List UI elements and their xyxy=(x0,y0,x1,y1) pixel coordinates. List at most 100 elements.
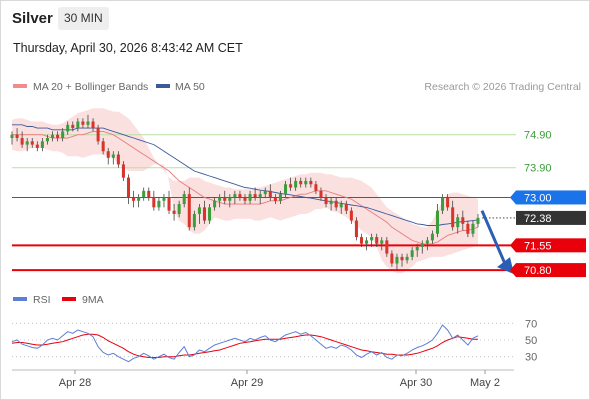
candle-body xyxy=(441,197,445,211)
candle-body xyxy=(446,197,450,208)
candle-body xyxy=(263,190,267,195)
candle-body xyxy=(400,256,404,261)
candle-body xyxy=(66,124,70,132)
candle-body xyxy=(30,141,34,145)
timeframe-button[interactable]: 30 MIN xyxy=(58,7,109,30)
candle-body xyxy=(197,207,201,214)
candle-body xyxy=(395,256,399,264)
level-label-pointer-73.00 xyxy=(510,190,516,205)
candle-body xyxy=(228,197,232,201)
candle-body xyxy=(182,194,186,205)
candle-body xyxy=(289,184,293,188)
forecast-arrow-head xyxy=(497,257,514,275)
candle-body xyxy=(101,141,105,152)
level-label-71.55: 71.55 xyxy=(524,240,552,252)
candle-body xyxy=(56,134,60,139)
ma50-legend-swatch xyxy=(156,84,170,88)
level-label-pointer-71.55 xyxy=(510,238,516,253)
candle-body xyxy=(451,207,455,228)
candle-body xyxy=(243,197,247,201)
candle-body xyxy=(466,223,470,234)
candle-body xyxy=(40,141,44,148)
rsi-tick-30: 30 xyxy=(525,352,537,364)
candle-body xyxy=(349,210,353,221)
candle-body xyxy=(253,194,257,198)
source-credit: Research © 2026 Trading Central xyxy=(424,81,581,93)
candle-body xyxy=(71,124,75,129)
candle-body xyxy=(187,194,191,228)
candle-body xyxy=(344,204,348,211)
x-tick-label: Apr 30 xyxy=(400,377,432,389)
candle-body xyxy=(233,194,237,198)
timestamp-subtitle: Thursday, April 30, 2026 8:43:42 AM CET xyxy=(13,41,243,55)
ma50-legend-label: MA 50 xyxy=(175,81,205,93)
rsi-legend-label: RSI xyxy=(33,294,51,306)
candle-body xyxy=(45,138,49,142)
level-label-73.00: 73.00 xyxy=(524,192,552,204)
x-tick-label: Apr 29 xyxy=(231,377,263,389)
candle-body xyxy=(309,180,313,185)
candle-body xyxy=(284,184,288,195)
candle-body xyxy=(380,240,384,244)
candle-body xyxy=(202,207,206,221)
candle-body xyxy=(177,204,181,214)
level-label-pointer-70.80 xyxy=(510,263,516,278)
forecast-arrow-shaft xyxy=(480,210,508,267)
candle-body xyxy=(238,194,242,198)
level-label-bg-72.38 xyxy=(516,210,586,225)
candle-body xyxy=(192,213,196,228)
candle-body xyxy=(461,217,465,224)
candle-body xyxy=(157,200,161,208)
candle-body xyxy=(268,190,272,198)
candle-body xyxy=(223,197,227,201)
instrument-title: Silver xyxy=(12,10,53,27)
candle-body xyxy=(319,190,323,198)
candle-body xyxy=(415,246,419,251)
candle-body xyxy=(20,138,24,145)
candle-body xyxy=(147,190,151,198)
candle-body xyxy=(172,210,176,214)
candle-body xyxy=(334,200,338,208)
candle-body xyxy=(471,223,475,234)
candle-body xyxy=(81,121,85,125)
candle-body xyxy=(61,131,65,139)
level-label-bg-70.80 xyxy=(516,263,586,278)
candle-body xyxy=(208,207,212,221)
level-label-bg-73.00 xyxy=(516,190,586,205)
ma9-legend-label: 9MA xyxy=(82,294,104,306)
candle-body xyxy=(121,164,125,178)
candle-body xyxy=(314,184,318,191)
candle-body xyxy=(76,121,80,129)
candle-body xyxy=(410,250,414,257)
candle-body xyxy=(51,134,55,139)
rsi-tick-50: 50 xyxy=(525,335,537,347)
candle-body xyxy=(430,233,434,241)
candle-body xyxy=(365,240,369,244)
candle-body xyxy=(111,154,115,158)
ma50-line xyxy=(12,124,479,226)
candle-body xyxy=(324,197,328,205)
candle-body xyxy=(385,240,389,254)
candle-body xyxy=(91,121,95,129)
level-label-bg-71.55 xyxy=(516,238,586,253)
level-label-70.80: 70.80 xyxy=(524,265,552,277)
x-tick-label: May 2 xyxy=(470,377,500,389)
candle-body xyxy=(10,134,14,139)
candle-body xyxy=(137,197,141,201)
rsi-ma9-line xyxy=(11,333,478,358)
level-label-72.38: 72.38 xyxy=(524,213,552,225)
candle-body xyxy=(218,197,222,201)
candle-body xyxy=(213,200,217,208)
candle-body xyxy=(248,194,252,201)
candle-body xyxy=(420,243,424,247)
candle-body xyxy=(339,204,343,208)
level-label-73.90: 73.90 xyxy=(524,163,552,175)
candle-body xyxy=(390,253,394,264)
ma9-legend-swatch xyxy=(62,297,76,301)
candle-body xyxy=(152,197,156,208)
candle-body xyxy=(304,180,308,185)
candle-body xyxy=(375,237,379,244)
candle-body xyxy=(126,177,131,198)
candle-body xyxy=(425,240,429,244)
